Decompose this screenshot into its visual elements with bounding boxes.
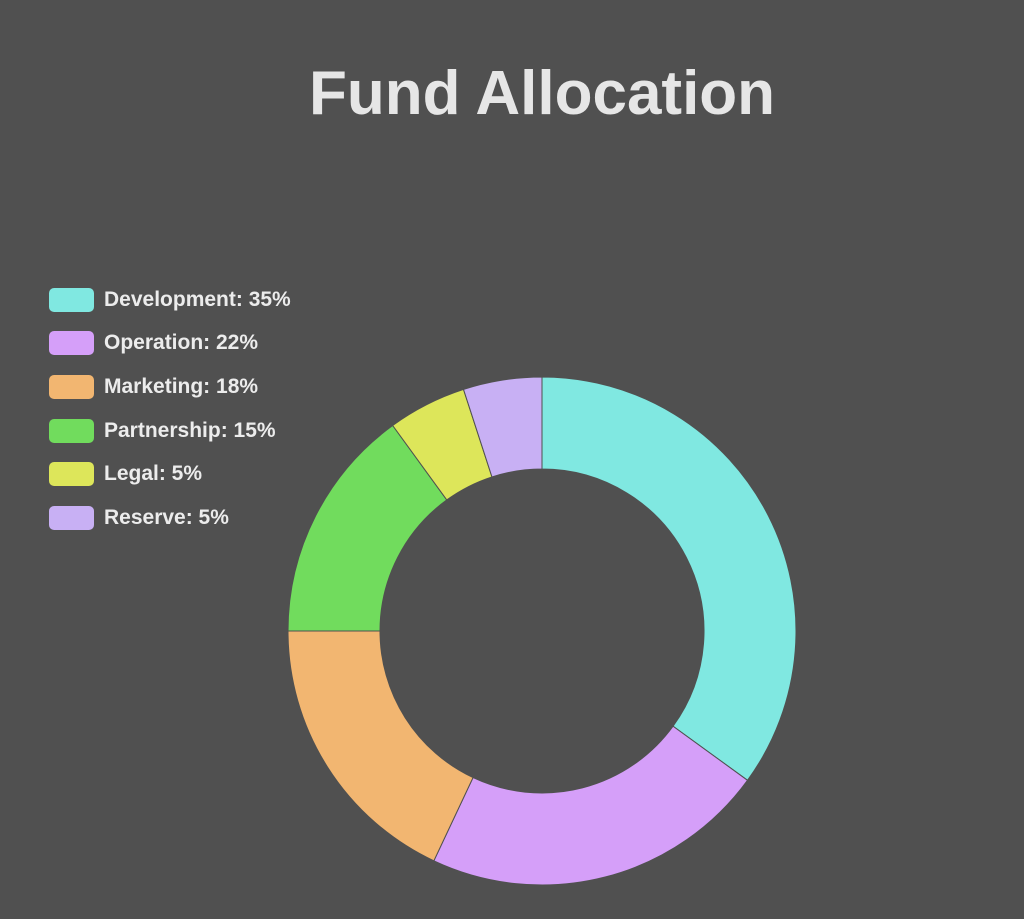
legend-label-partnership: Partnership: 15% [104, 418, 276, 442]
legend-item-legal[interactable]: Legal: 5% [49, 452, 291, 496]
legend-item-operation[interactable]: Operation: 22% [49, 322, 291, 366]
legend-swatch-marketing [49, 374, 94, 399]
legend-label-reserve: Reserve: 5% [104, 505, 229, 529]
legend-label-operation: Operation: 22% [104, 331, 259, 355]
legend-swatch-legal [49, 462, 94, 487]
legend-swatch-development [49, 287, 94, 312]
slice-development[interactable] [541, 376, 797, 781]
chart-legend: Development: 35% Operation: 22% Marketin… [49, 278, 291, 540]
slice-operation[interactable] [433, 725, 749, 886]
slice-reserve[interactable] [462, 376, 543, 478]
legend-label-legal: Legal: 5% [104, 462, 203, 486]
legend-item-development[interactable]: Development: 35% [49, 278, 291, 322]
legend-item-partnership[interactable]: Partnership: 15% [49, 409, 291, 453]
chart-title: Fund Allocation [308, 59, 776, 128]
legend-label-development: Development: 35% [104, 287, 291, 311]
legend-item-marketing[interactable]: Marketing: 18% [49, 365, 291, 409]
legend-item-reserve[interactable]: Reserve: 5% [49, 496, 291, 540]
slice-marketing[interactable] [287, 630, 474, 862]
legend-label-marketing: Marketing: 18% [104, 374, 259, 398]
legend-swatch-reserve [49, 505, 94, 530]
legend-swatch-operation [49, 331, 94, 356]
legend-swatch-partnership [49, 418, 94, 443]
